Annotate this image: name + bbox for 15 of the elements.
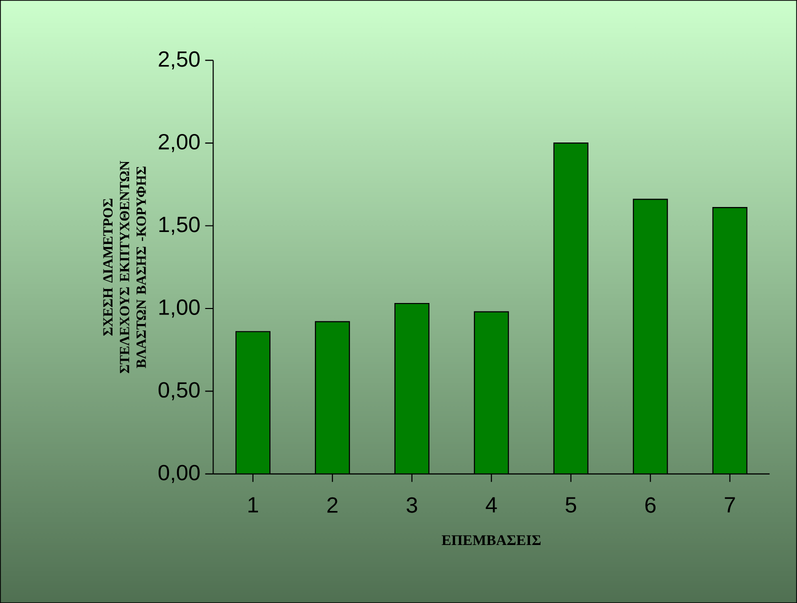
y-axis-title: ΣΧΕΣΗ ΔΙΑΜΕΤΡΟΣ ΣΤΕΛΕΧΟΥΣ ΕΚΠΤΥΧΘΕΝΤΩΝ ΒΛΑΣΤΩΝ ΒΑΣΗΣ -ΚΟΡΥΦΗΣ (103, 160, 146, 374)
y-tick-label: 0,50 (158, 382, 200, 400)
x-tick-label: 7 (724, 497, 735, 512)
y-tick-label: 2,50 (158, 51, 200, 70)
x-tick-label: 3 (406, 497, 418, 513)
x-tick-label: 2 (327, 497, 338, 513)
y-tick-label: 2,00 (158, 134, 200, 152)
x-tick-label: 6 (645, 497, 656, 513)
x-tick-label: 1 (248, 497, 258, 512)
x-axis-title: ΕΠΕΜΒΑΣΕΙΣ (442, 535, 541, 545)
y-tick-label: 0,00 (158, 464, 200, 483)
y-tick-label: 1,50 (159, 216, 200, 235)
x-tick-label: 5 (566, 497, 576, 513)
y-tick-label: 1,00 (159, 299, 200, 318)
x-tick-label: 4 (486, 497, 497, 512)
